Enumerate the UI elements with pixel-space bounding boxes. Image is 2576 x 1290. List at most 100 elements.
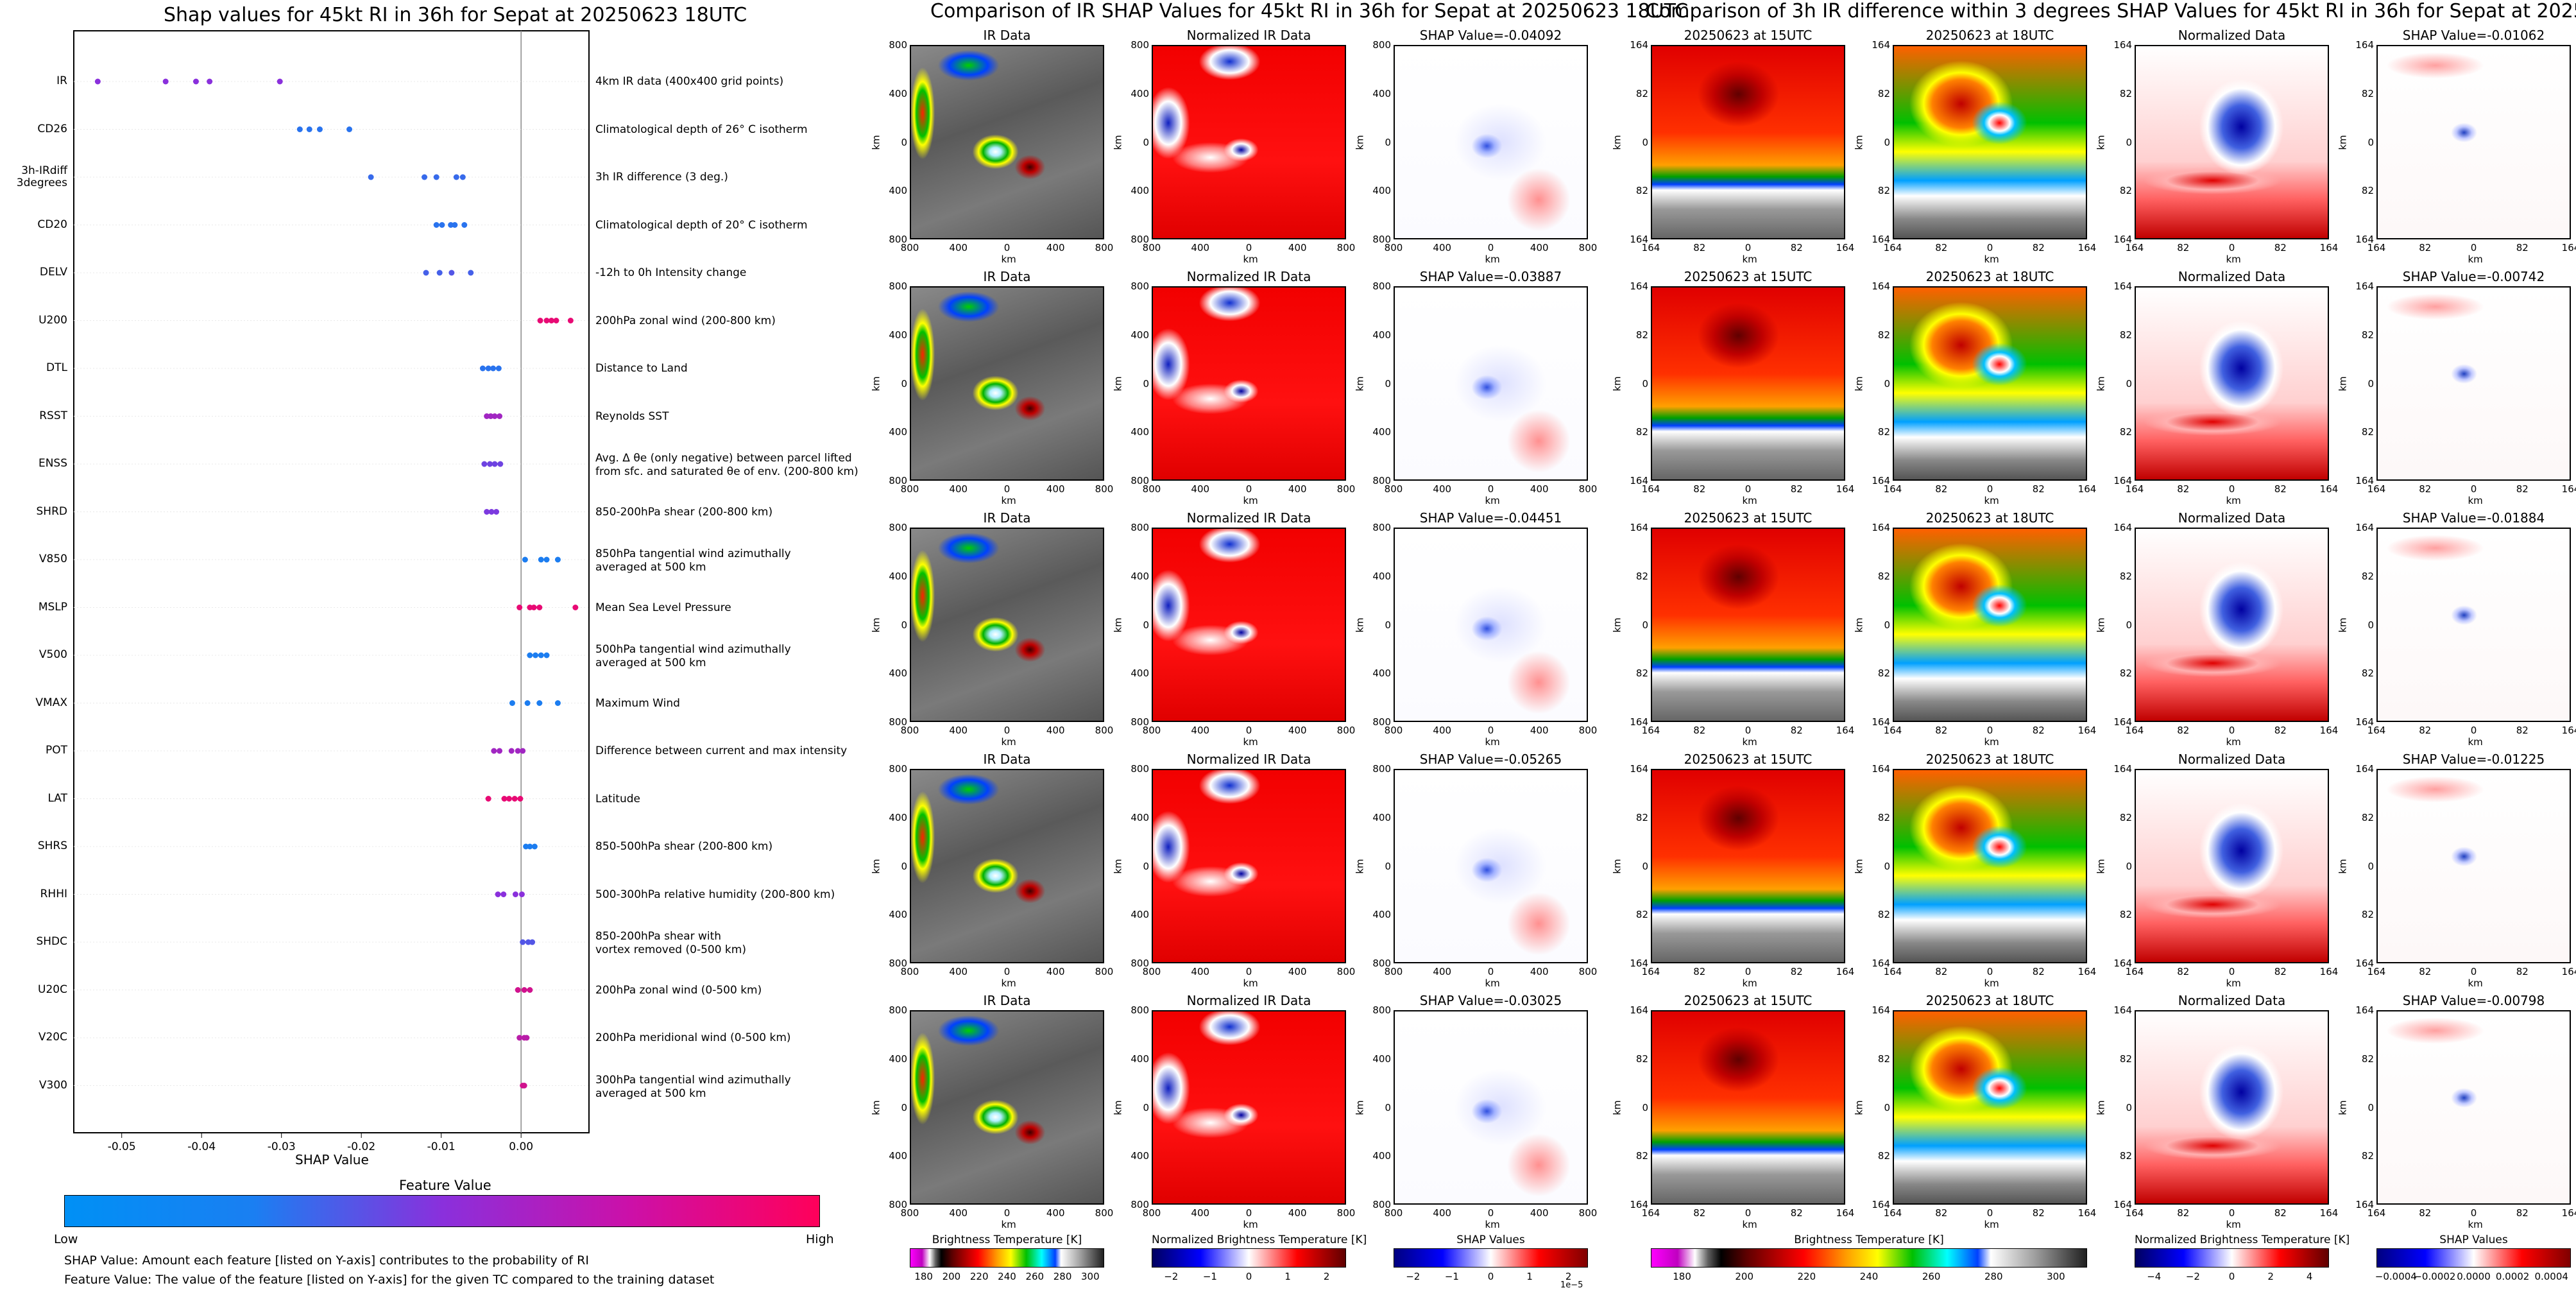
normalized-ir-title: Normalized IR Data: [1186, 269, 1311, 284]
x-tick-label: 82: [1790, 966, 1803, 977]
feature-description: 850hPa tangential wind azimuthally avera…: [595, 547, 791, 574]
diff-normalized-colorbar-label: Normalized Brightness Temperature [K]: [2135, 1234, 2350, 1246]
x-tick-label: 400: [1046, 242, 1065, 254]
x-tick-label: 400: [1191, 483, 1210, 495]
y-tick-label: 400: [1372, 909, 1391, 921]
feature-name-label: CD26: [37, 122, 67, 135]
shap-point: [536, 700, 543, 706]
x-tick-label: 82: [1693, 725, 1706, 736]
y-tick-label: 0: [1143, 619, 1149, 631]
ir-18utc-title: 20250623 at 18UTC: [1925, 993, 2054, 1008]
y-tick-label: 164: [1872, 522, 1890, 533]
y-tick-label: 82: [1635, 426, 1648, 438]
x-tick-label: -0.02: [347, 1140, 375, 1153]
x-axis-label: km: [1485, 1219, 1500, 1230]
feature-name-label: U200: [38, 313, 67, 327]
y-axis-label: km: [1853, 134, 1865, 150]
feature-description: Maximum Wind: [595, 696, 680, 710]
y-tick-label: 400: [889, 329, 907, 341]
x-tick-label: -0.03: [268, 1140, 296, 1153]
y-tick-label: 400: [1372, 329, 1391, 341]
x-tick-label: 0: [2228, 1207, 2235, 1219]
x-tick-label: 164: [2561, 242, 2576, 254]
shap-point: [497, 461, 504, 467]
x-tick-label: 82: [1935, 966, 1948, 977]
y-tick-label: 400: [889, 87, 907, 99]
x-tick-label: 82: [2274, 725, 2287, 736]
x-axis-label: km: [1001, 495, 1016, 506]
feature-description: 850-200hPa shear (200-800 km): [595, 505, 773, 519]
y-tick-label: 800: [889, 763, 907, 775]
y-tick-label: 164: [2113, 716, 2132, 728]
feature-name-label: RSST: [39, 409, 67, 422]
x-tick-label: 400: [1433, 966, 1452, 977]
y-tick-label: 164: [1630, 522, 1648, 533]
y-axis-label: km: [1853, 617, 1865, 633]
x-tick-label: 400: [1288, 483, 1307, 495]
x-tick-label: 0: [1245, 725, 1252, 736]
y-tick-label: 800: [1372, 763, 1391, 775]
x-tick-label: -0.05: [108, 1140, 136, 1153]
feature-description: 4km IR data (400x400 grid points): [595, 75, 784, 88]
colorbar-tick-label: 280: [1053, 1271, 1072, 1282]
y-axis-label: km: [870, 617, 882, 633]
colorbar-tick-label: −0.0004: [2375, 1271, 2417, 1282]
x-tick-label: 0: [2228, 242, 2235, 254]
feature-name-label: V300: [38, 1078, 67, 1092]
x-tick-label: 400: [949, 966, 968, 977]
feature-description: 3h IR difference (3 deg.): [595, 171, 728, 184]
ir-shap-panel: [1394, 286, 1588, 481]
y-tick-label: 82: [1635, 329, 1648, 341]
colorbar-tick-label: 0: [2228, 1271, 2235, 1282]
feature-name-label: V500: [38, 648, 67, 661]
shap-point: [538, 652, 544, 658]
y-tick-label: 400: [1372, 570, 1391, 582]
y-tick-label: 400: [1130, 185, 1149, 197]
x-tick-label: 400: [1288, 1207, 1307, 1219]
y-tick-label: 0: [2367, 136, 2374, 148]
y-axis-label: km: [1611, 617, 1623, 633]
y-axis-label: km: [870, 134, 882, 150]
x-tick-label: 82: [2032, 966, 2045, 977]
y-tick-label: 800: [1130, 39, 1149, 51]
x-tick-label: 400: [949, 483, 968, 495]
x-tick-label: 164: [2125, 483, 2144, 495]
x-tick-label: 400: [1191, 966, 1210, 977]
diff-normalized-panel: [2135, 286, 2329, 481]
colorbar-tick-label: −2: [1164, 1271, 1179, 1282]
ir-15utc-title: 20250623 at 15UTC: [1684, 993, 1813, 1008]
x-tick-label: 0: [2228, 483, 2235, 495]
y-tick-label: 800: [889, 475, 907, 486]
x-tick-label: 400: [1046, 483, 1065, 495]
x-tick-label: 82: [2032, 242, 2045, 254]
shap-point: [368, 174, 374, 180]
x-tick-label: 0: [2470, 242, 2477, 254]
y-axis-label: km: [870, 858, 882, 874]
x-axis-label: km: [1742, 254, 1757, 265]
ir-data-title: IR Data: [983, 269, 1031, 284]
x-tick-label: 164: [1641, 483, 1660, 495]
x-tick-label: 164: [2319, 483, 2339, 495]
diff-normalized-title: Normalized Data: [2178, 993, 2286, 1008]
y-tick-label: 82: [2361, 1053, 2374, 1065]
shap-point: [531, 843, 538, 850]
shap-point: [521, 1083, 527, 1088]
brightness-temp-colorbar: [910, 1248, 1104, 1268]
y-tick-label: 0: [1143, 377, 1149, 390]
y-tick-label: 400: [1130, 1150, 1149, 1162]
shap-point: [520, 748, 526, 754]
x-tick-label: 800: [900, 242, 919, 254]
x-tick-label: 400: [1530, 483, 1549, 495]
x-tick-label: 164: [2125, 966, 2144, 977]
x-tick-label: 82: [1790, 725, 1803, 736]
y-tick-label: 82: [2361, 87, 2374, 99]
x-tick-label: 164: [2561, 966, 2576, 977]
normalized-ir-title: Normalized IR Data: [1186, 993, 1311, 1008]
y-tick-label: 164: [2113, 763, 2132, 775]
y-axis-label: km: [1112, 858, 1124, 874]
feature-name-label: ENSS: [38, 457, 67, 470]
shap-point: [94, 78, 101, 85]
y-tick-label: 400: [889, 811, 907, 823]
ir-shap-title: SHAP Value=-0.05265: [1419, 752, 1562, 767]
x-tick-label: 800: [1095, 966, 1114, 977]
